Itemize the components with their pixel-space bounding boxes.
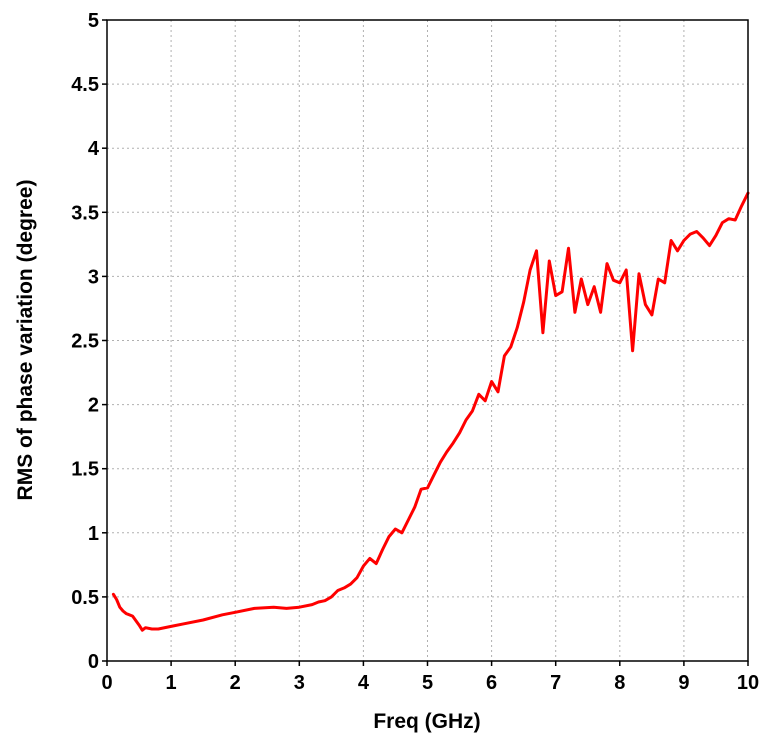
y-tick-label: 1 — [88, 523, 99, 545]
x-axis-label: Freq (GHz) — [373, 710, 480, 733]
y-tick-label: 4 — [88, 138, 100, 160]
x-tick-label: 3 — [294, 672, 305, 694]
y-tick-label: 0.5 — [71, 587, 99, 609]
plot-frame — [106, 19, 749, 662]
y-tick-label: 4.5 — [71, 74, 99, 96]
y-tick-label: 5 — [88, 10, 99, 32]
x-tick-label: 2 — [230, 672, 241, 694]
x-tick-label: 5 — [422, 672, 433, 694]
x-axis-ticks: 0 1 2 3 4 5 6 7 8 9 10 — [101, 661, 759, 694]
x-tick-label: 4 — [358, 672, 370, 694]
y-tick-label: 3 — [88, 266, 99, 288]
y-tick-label: 3.5 — [71, 202, 99, 224]
y-tick-label: 1.5 — [71, 459, 99, 481]
series-group — [111, 191, 750, 632]
y-axis-label: RMS of phase variation (degree) — [14, 180, 37, 501]
y-tick-label: 2 — [88, 395, 99, 417]
series-line-0 — [111, 191, 750, 632]
x-tick-label: 1 — [166, 672, 177, 694]
grid — [106, 19, 749, 662]
x-tick-label: 8 — [614, 672, 625, 694]
y-tick-label: 2.5 — [71, 331, 99, 353]
x-tick-label: 6 — [486, 672, 497, 694]
x-tick-label: 10 — [737, 672, 759, 694]
y-axis-ticks: 0 0.5 1 1.5 2 2.5 3 3.5 4 4.5 5 — [71, 10, 107, 673]
x-tick-label: 7 — [550, 672, 561, 694]
x-tick-label: 0 — [101, 672, 112, 694]
y-tick-label: 0 — [88, 651, 99, 673]
x-tick-label: 9 — [678, 672, 689, 694]
